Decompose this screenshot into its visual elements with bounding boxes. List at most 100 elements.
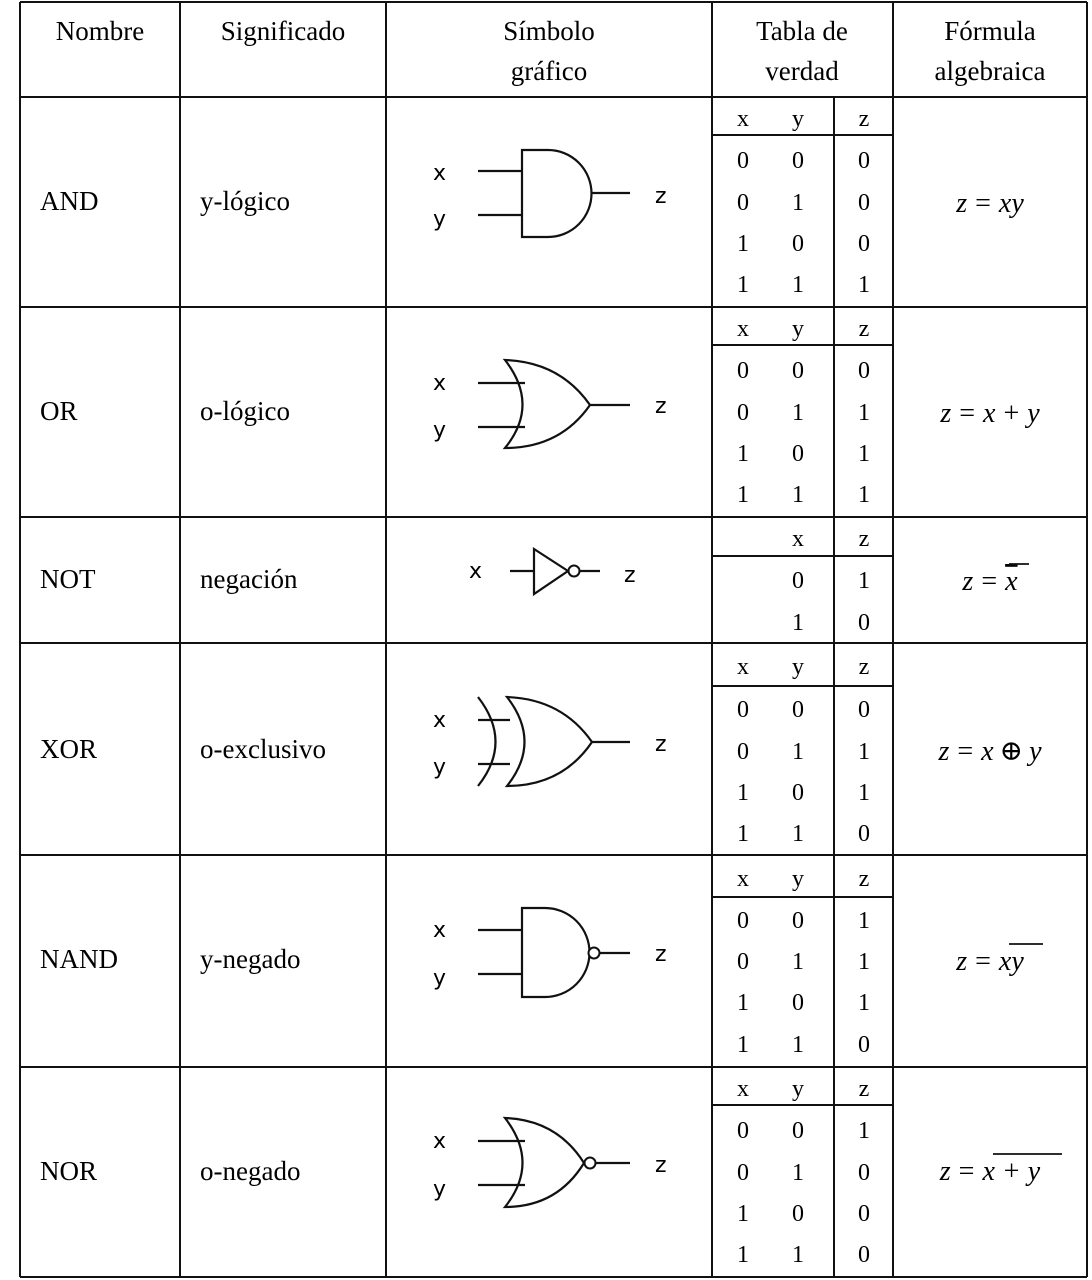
truth-header-x: x bbox=[737, 654, 749, 680]
truth-header-y: y bbox=[792, 866, 804, 892]
truth-cell: 1 bbox=[858, 739, 870, 765]
input-label-x: x bbox=[433, 918, 446, 943]
truth-cell: 0 bbox=[737, 1118, 749, 1144]
truth-cell: 1 bbox=[792, 610, 804, 636]
truth-cell: 0 bbox=[737, 1160, 749, 1186]
header-meaning: Significado bbox=[221, 16, 345, 46]
truth-cell: 1 bbox=[858, 441, 870, 467]
truth-cell: 0 bbox=[792, 697, 804, 723]
not-gate-symbol: x z bbox=[469, 546, 636, 597]
gate-name: OR bbox=[40, 396, 78, 426]
nand-gate-symbol: x y z bbox=[433, 906, 667, 999]
gate-meaning: o-lógico bbox=[200, 396, 290, 426]
gate-row-not: NOT negación x z x z 0 1 1 0 z = x bbox=[40, 517, 1029, 643]
truth-cell: 1 bbox=[737, 821, 749, 847]
truth-cell: 0 bbox=[858, 610, 870, 636]
not-gate-shape bbox=[510, 546, 600, 597]
truth-header-z: z bbox=[859, 526, 870, 552]
header-formula-line2: algebraica bbox=[935, 56, 1046, 86]
truth-cell: 0 bbox=[737, 358, 749, 384]
or-gate-symbol: x y z bbox=[433, 358, 667, 450]
output-label-z: z bbox=[655, 1153, 667, 1178]
nand-gate-shape bbox=[478, 906, 630, 999]
truth-cell: 0 bbox=[858, 1201, 870, 1227]
output-label-z: z bbox=[655, 394, 667, 419]
truth-cell: 1 bbox=[858, 482, 870, 508]
output-label-z: z bbox=[624, 563, 636, 588]
truth-cell: 0 bbox=[792, 780, 804, 806]
truth-header-z: z bbox=[859, 106, 870, 132]
header-symbol-line2: gráfico bbox=[511, 56, 587, 86]
truth-header-z: z bbox=[859, 866, 870, 892]
truth-table-and: x y z 0 0 0 0 1 0 1 0 0 1 1 1 bbox=[712, 97, 893, 307]
truth-cell: 0 bbox=[792, 148, 804, 174]
truth-header-y: y bbox=[792, 316, 804, 342]
and-gate-symbol: x y z bbox=[433, 148, 667, 239]
input-label-x: x bbox=[433, 708, 446, 733]
formula-nor: z = x + y bbox=[939, 1156, 1041, 1187]
gate-name: NOT bbox=[40, 564, 96, 594]
header-truth-line1: Tabla de bbox=[756, 16, 848, 46]
truth-cell: 1 bbox=[792, 190, 804, 216]
truth-cell: 0 bbox=[737, 739, 749, 765]
nor-gate-shape bbox=[478, 1116, 630, 1209]
truth-cell: 0 bbox=[858, 1160, 870, 1186]
input-label-y: y bbox=[433, 418, 446, 443]
gate-meaning: o-exclusivo bbox=[200, 734, 326, 764]
truth-cell: 0 bbox=[858, 148, 870, 174]
gate-row-nand: NAND y-negado x y z x y z 0 0 1 0 1 1 1 … bbox=[40, 855, 1043, 1067]
table-grid bbox=[19, 1, 1088, 1278]
truth-cell: 1 bbox=[737, 272, 749, 298]
output-label-z: z bbox=[655, 184, 667, 209]
inversion-bubble-icon bbox=[583, 1156, 597, 1170]
xor-gate-symbol: x y z bbox=[433, 695, 667, 788]
truth-cell: 0 bbox=[792, 908, 804, 934]
truth-header-y: y bbox=[792, 1076, 804, 1102]
inversion-bubble-icon bbox=[587, 946, 601, 960]
truth-header-x: x bbox=[737, 316, 749, 342]
truth-cell: 0 bbox=[858, 821, 870, 847]
truth-cell: 1 bbox=[792, 1242, 804, 1268]
truth-cell: 1 bbox=[792, 1160, 804, 1186]
truth-cell: 0 bbox=[737, 908, 749, 934]
truth-cell: 1 bbox=[858, 1118, 870, 1144]
truth-cell: 1 bbox=[792, 949, 804, 975]
gate-meaning: negación bbox=[200, 564, 298, 594]
truth-cell: 0 bbox=[792, 990, 804, 1016]
formula-or: z = x + y bbox=[939, 398, 1040, 429]
gate-meaning: y-negado bbox=[200, 944, 300, 974]
truth-cell: 1 bbox=[792, 400, 804, 426]
truth-cell: 1 bbox=[792, 821, 804, 847]
truth-cell: 0 bbox=[858, 358, 870, 384]
truth-cell: 0 bbox=[792, 1118, 804, 1144]
truth-cell: 0 bbox=[792, 441, 804, 467]
truth-cell: 1 bbox=[737, 990, 749, 1016]
output-label-z: z bbox=[655, 732, 667, 757]
header-formula-line1: Fórmula bbox=[944, 16, 1036, 46]
nor-gate-symbol: x y z bbox=[433, 1116, 667, 1209]
truth-header-z: z bbox=[859, 1076, 870, 1102]
input-label-x: x bbox=[433, 161, 446, 186]
truth-cell: 1 bbox=[858, 272, 870, 298]
input-label-x: x bbox=[469, 559, 482, 584]
gate-row-and: AND y-lógico x y z x y z 0 0 0 0 1 0 1 0… bbox=[40, 97, 1024, 307]
truth-header-x: x bbox=[737, 1076, 749, 1102]
gate-row-nor: NOR o-negado x y z x y z 0 0 1 0 1 0 1 0… bbox=[40, 1067, 1062, 1277]
truth-cell: 0 bbox=[792, 358, 804, 384]
truth-cell: 0 bbox=[737, 697, 749, 723]
gate-name: XOR bbox=[40, 734, 97, 764]
truth-cell: 1 bbox=[792, 739, 804, 765]
truth-cell: 1 bbox=[858, 990, 870, 1016]
truth-cell: 0 bbox=[737, 190, 749, 216]
input-label-y: y bbox=[433, 966, 446, 991]
truth-cell: 1 bbox=[858, 780, 870, 806]
truth-cell: 0 bbox=[737, 148, 749, 174]
truth-table-not: x z 0 1 1 0 bbox=[712, 517, 893, 643]
formula-not: z = x bbox=[961, 566, 1018, 597]
truth-cell: 0 bbox=[858, 697, 870, 723]
header-symbol-line1: Símbolo bbox=[503, 16, 595, 46]
truth-cell: 1 bbox=[737, 1242, 749, 1268]
inversion-bubble-icon bbox=[567, 564, 581, 578]
gate-name: NAND bbox=[40, 944, 118, 974]
